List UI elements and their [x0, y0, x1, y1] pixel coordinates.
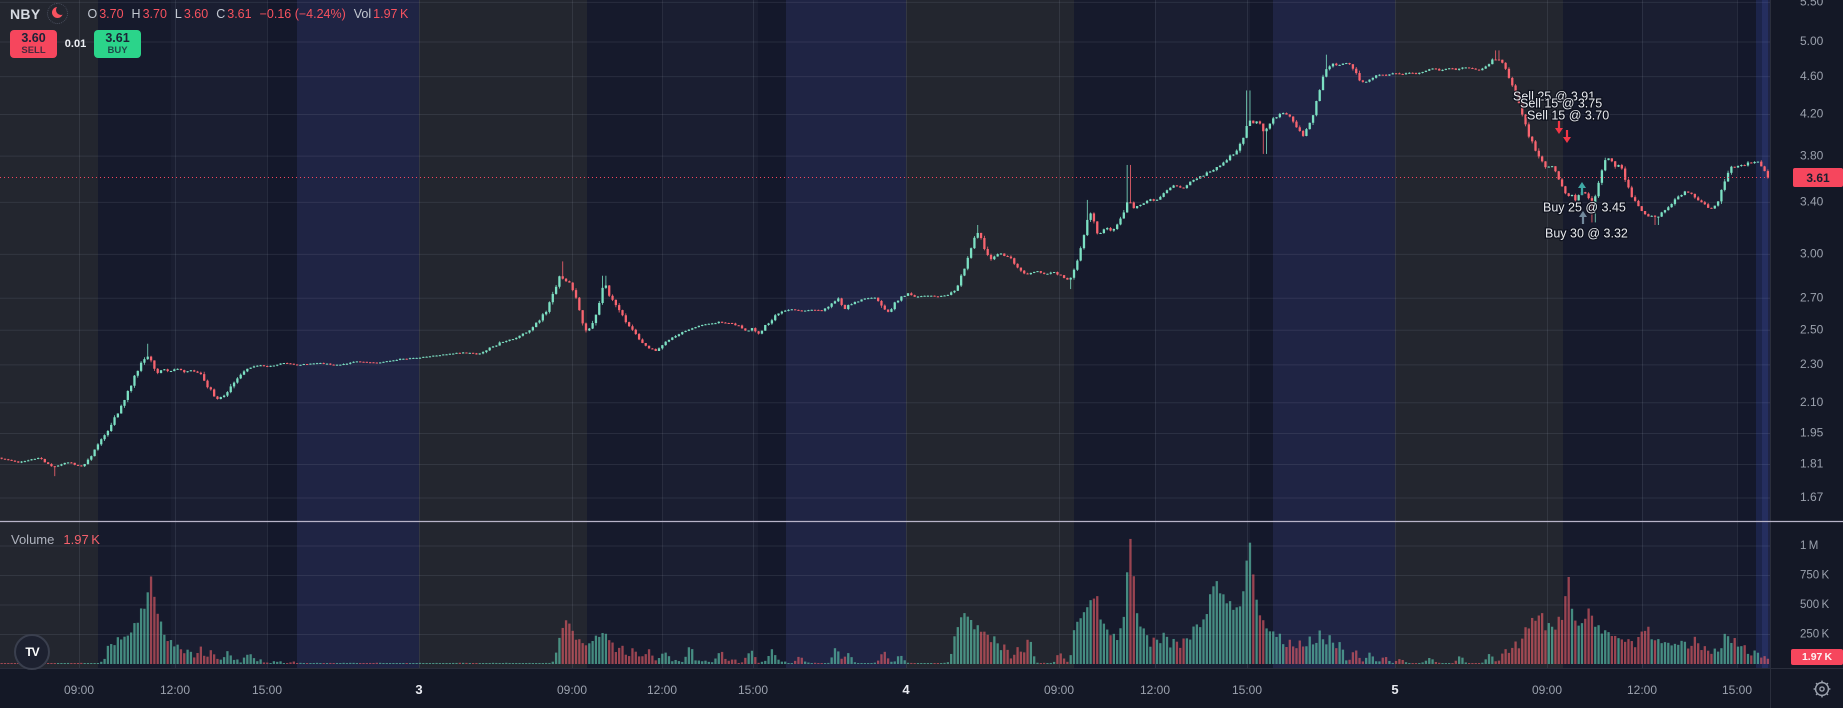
volume-tick-label: 500 K [1800, 599, 1829, 611]
volume-tick-label: 1 M [1800, 540, 1818, 552]
trade-marker-label: Sell 15 @ 3.75 [1520, 96, 1602, 110]
price-tick-label: 2.10 [1800, 395, 1824, 409]
low-label: L [174, 6, 182, 21]
price-tick-label: 3.40 [1800, 195, 1824, 209]
time-tick-label: 12:00 [1140, 683, 1170, 697]
time-tick-label: 15:00 [252, 683, 282, 697]
volume-tick-label: 750 K [1800, 570, 1829, 582]
price-tick-label: 2.30 [1800, 357, 1824, 371]
close-label: C [216, 6, 226, 21]
time-tick-label: 15:00 [738, 683, 768, 697]
market-status-moon-icon [47, 3, 69, 24]
candlestick-series [0, 50, 1770, 477]
volume-pane-header: Volume 1.97 K [11, 532, 100, 547]
time-tick-label: 12:00 [160, 683, 190, 697]
trade-marker-label: Buy 30 @ 3.32 [1545, 226, 1628, 240]
volume-pane-label[interactable]: Volume [11, 532, 55, 547]
time-tick-label: 12:00 [1627, 683, 1657, 697]
gridlines [0, 0, 1770, 668]
time-tick-label: 09:00 [1532, 683, 1562, 697]
last-price-badge: 3.61 [1793, 168, 1843, 187]
trade-marker-label: Sell 15 @ 3.70 [1527, 108, 1609, 122]
trade-marker-label: Buy 25 @ 3.45 [1543, 200, 1626, 214]
price-tick-label: 5.50 [1800, 0, 1824, 9]
price-tick-label: 5.00 [1800, 34, 1824, 48]
current-bar-highlight [1756, 0, 1768, 668]
time-axis-settings-gear-icon[interactable] [1812, 679, 1832, 699]
price-tick-label: 2.70 [1800, 290, 1824, 304]
volume-tick-label: 250 K [1800, 629, 1829, 641]
price-tick-label: 4.60 [1800, 69, 1824, 83]
sell-button-label: SELL [21, 44, 46, 56]
time-axis-bg[interactable] [0, 668, 1770, 708]
high-value: 3.70 [142, 6, 167, 21]
sell-price: 3.60 [21, 31, 46, 46]
price-tick-label: 4.20 [1800, 107, 1824, 121]
time-tick-label: 12:00 [647, 683, 677, 697]
sell-arrow-icon [1555, 121, 1563, 134]
buy-button-label: BUY [107, 44, 128, 56]
price-axis-bg[interactable] [1770, 0, 1843, 708]
time-tick-label: 15:00 [1722, 683, 1752, 697]
sell-arrow-icon [1563, 130, 1571, 143]
spread-value: 0.01 [64, 38, 87, 50]
ohlc-values: O 3.70 H 3.70 L 3.60 C 3.61 −0.16 (−4.24%) V… [87, 7, 414, 21]
time-axis-labels[interactable]: 09:00 12:00 15:00 3 09:00 12:00 15:00 4 09:00 12:… [64, 682, 1752, 697]
tradingview-logo[interactable]: TV [14, 634, 50, 670]
price-axis-labels[interactable]: 5.50 5.00 4.60 4.20 3.80 3.40 3.00 2.70 2.50 2.30… [1800, 0, 1829, 641]
day-tick-label: 5 [1391, 682, 1398, 697]
day-tick-label: 3 [415, 682, 422, 697]
symbol-legend: NBY O 3.70 H 3.70 L 3.60 C 3.61 −0.16 (−4.24… [10, 3, 414, 24]
change-value: −0.16 (−4.24%) [259, 6, 346, 21]
volume-label: Vol [353, 6, 372, 21]
time-tick-label: 09:00 [64, 683, 94, 697]
price-tick-label: 1.81 [1800, 457, 1824, 471]
price-tick-label: 1.67 [1800, 490, 1824, 504]
close-value: 3.61 [227, 6, 252, 21]
price-tick-label: 3.80 [1800, 148, 1824, 162]
open-value: 3.70 [99, 6, 124, 21]
high-label: H [131, 6, 141, 21]
volume-value: 1.97 K [373, 6, 409, 21]
volume-bars [0, 538, 1770, 664]
day-tick-label: 4 [902, 682, 910, 697]
price-tick-label: 3.00 [1800, 247, 1824, 261]
buy-arrow-icon [1579, 211, 1587, 224]
time-tick-label: 09:00 [1044, 683, 1074, 697]
last-volume-badge: 1.97 K [1791, 649, 1843, 665]
buy-arrow-icon [1578, 182, 1586, 195]
trade-marker-label: Sell 25 @ 3.91 [1513, 89, 1595, 103]
symbol-name[interactable]: NBY [10, 5, 41, 22]
open-label: O [87, 6, 98, 21]
low-value: 3.60 [183, 6, 209, 21]
price-tick-label: 2.50 [1800, 322, 1824, 336]
session-bands [0, 0, 1770, 668]
time-tick-label: 15:00 [1232, 683, 1262, 697]
price-tick-label: 1.95 [1800, 426, 1824, 440]
volume-pane-value: 1.97 K [63, 532, 100, 547]
sell-button[interactable]: 3.60 SELL [10, 30, 57, 58]
buy-price: 3.61 [105, 31, 130, 46]
time-tick-label: 09:00 [557, 683, 587, 697]
buy-button[interactable]: 3.61 BUY [94, 30, 141, 58]
